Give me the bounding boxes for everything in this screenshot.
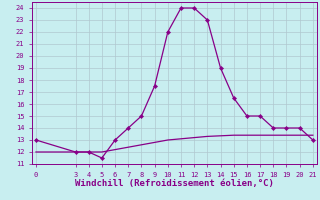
- X-axis label: Windchill (Refroidissement éolien,°C): Windchill (Refroidissement éolien,°C): [75, 179, 274, 188]
